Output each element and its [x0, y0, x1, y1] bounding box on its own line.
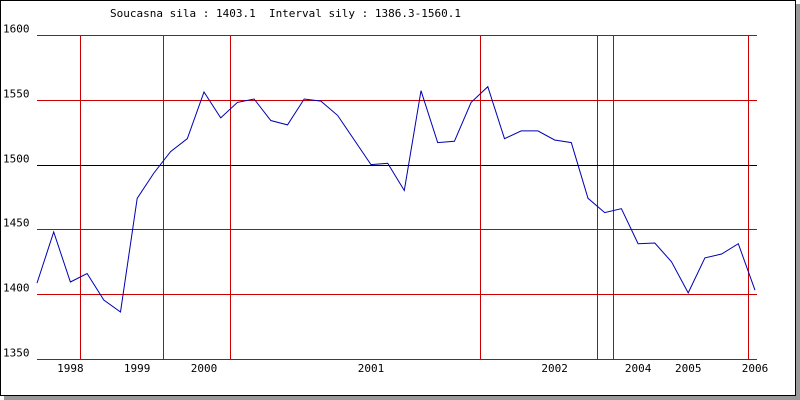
shadow — [796, 4, 800, 400]
x-tick-label: 1999 — [124, 362, 151, 375]
shadow — [4, 396, 800, 400]
chart-title: Soucasna sila : 1403.1 Interval sily : 1… — [110, 7, 461, 20]
x-tick-label: 2005 — [675, 362, 702, 375]
x-tick-label: 2001 — [358, 362, 385, 375]
x-tick-label: 2006 — [742, 362, 769, 375]
y-tick-label: 1500 — [3, 153, 30, 166]
vertical-lines — [80, 35, 749, 359]
line — [36, 85, 756, 313]
y-tick-label: 1550 — [3, 88, 30, 101]
y-tick-label: 1400 — [3, 282, 30, 295]
y-tick-label: 1350 — [3, 347, 30, 360]
x-tick-label: 1998 — [57, 362, 84, 375]
x-tick-label: 2000 — [191, 362, 218, 375]
y-tick-label: 1450 — [3, 217, 30, 230]
x-tick-label: 2002 — [541, 362, 568, 375]
x-tick-label: 2004 — [625, 362, 652, 375]
y-tick-label: 1600 — [3, 23, 30, 36]
